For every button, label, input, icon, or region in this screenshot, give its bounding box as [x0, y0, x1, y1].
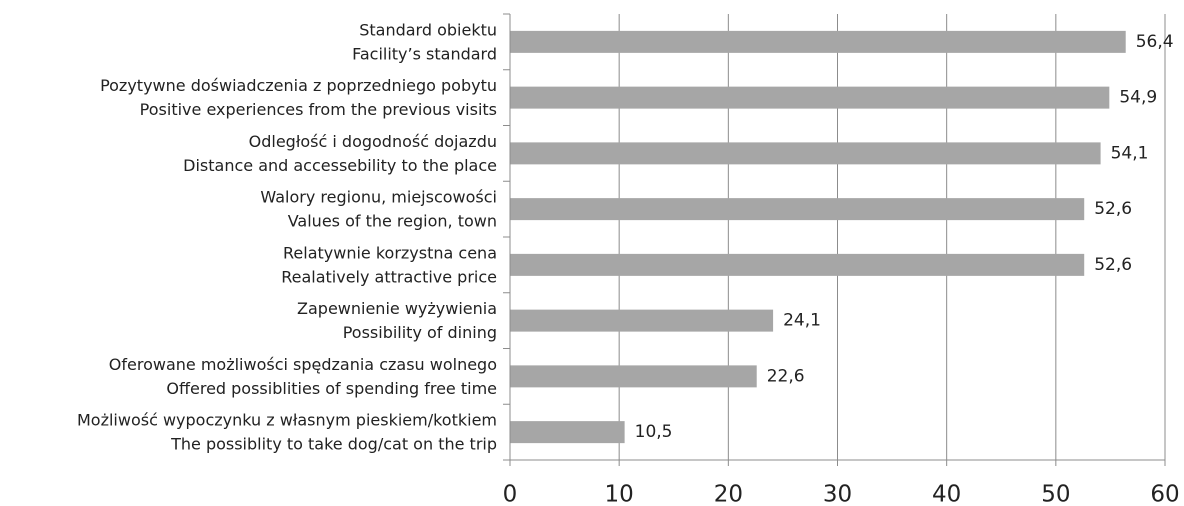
- category-label: Values of the region, town: [288, 212, 497, 231]
- value-label: 54,1: [1111, 143, 1149, 163]
- category-label: Odległość i dogodność dojazdu: [249, 132, 497, 151]
- bar: [510, 86, 1110, 109]
- category-label: Relatywnie korzystna cena: [283, 243, 497, 262]
- x-tick-label: 20: [714, 482, 743, 506]
- bar: [510, 365, 757, 388]
- value-label: 54,9: [1119, 88, 1157, 108]
- value-label: 10,5: [635, 422, 673, 442]
- value-label: 56,4: [1136, 32, 1174, 52]
- bar: [510, 253, 1085, 276]
- category-label: Oferowane możliwości spędzania czasu wol…: [109, 355, 497, 374]
- category-label: Możliwość wypoczynku z własnym pieskiem/…: [77, 411, 497, 430]
- bar: [510, 421, 625, 444]
- category-label: Facility’s standard: [352, 44, 497, 63]
- x-tick-label: 0: [503, 482, 518, 506]
- category-label: Standard obiektu: [359, 20, 497, 39]
- category-label: Zapewnienie wyżywienia: [297, 299, 497, 318]
- x-tick-label: 30: [823, 482, 852, 506]
- value-label: 52,6: [1094, 255, 1132, 275]
- x-tick-label: 40: [932, 482, 961, 506]
- value-label: 22,6: [767, 366, 805, 386]
- bar: [510, 309, 774, 332]
- x-tick-label: 60: [1150, 482, 1179, 506]
- value-label: 52,6: [1094, 199, 1132, 219]
- bar: [510, 30, 1126, 53]
- x-tick-label: 50: [1041, 482, 1070, 506]
- category-label: Realatively attractive price: [281, 267, 497, 286]
- category-label: Positive experiences from the previous v…: [140, 100, 497, 119]
- category-label: Offered possiblities of spending free ti…: [166, 379, 497, 398]
- category-label: Pozytywne doświadczenia z poprzedniego p…: [100, 76, 497, 95]
- category-label: Distance and accessebility to the place: [183, 156, 497, 175]
- value-label: 24,1: [783, 311, 821, 331]
- category-label: Walory regionu, miejscowości: [260, 188, 497, 207]
- x-tick-label: 10: [605, 482, 634, 506]
- category-label: The possiblity to take dog/cat on the tr…: [170, 435, 497, 454]
- category-label: Possibility of dining: [343, 323, 497, 342]
- bar: [510, 142, 1101, 165]
- bar: [510, 198, 1085, 221]
